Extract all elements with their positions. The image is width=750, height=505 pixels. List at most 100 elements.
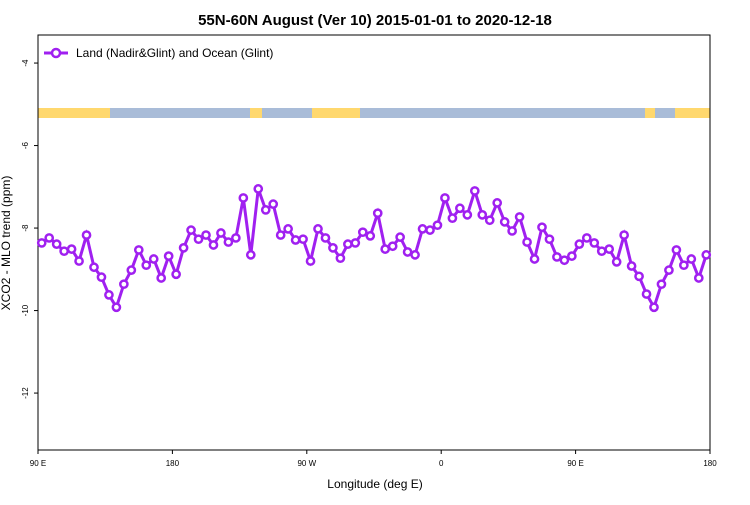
point <box>432 220 443 231</box>
point <box>186 225 196 235</box>
point <box>313 224 323 234</box>
y-tick-label: -8 <box>21 224 30 232</box>
point <box>701 250 712 260</box>
point <box>417 224 428 234</box>
point <box>537 222 547 233</box>
point <box>574 239 585 250</box>
point <box>223 237 234 247</box>
point <box>372 208 383 219</box>
point <box>559 255 570 266</box>
point <box>522 237 532 247</box>
point <box>462 210 473 220</box>
point <box>425 225 435 235</box>
point <box>596 246 607 257</box>
point <box>178 243 189 253</box>
point <box>193 234 204 245</box>
point <box>619 230 629 240</box>
chart-title: 55N-60N August (Ver 10) 2015-01-01 to 20… <box>198 12 552 29</box>
point <box>350 238 361 248</box>
point <box>664 265 674 275</box>
legend-marker <box>50 47 62 59</box>
point <box>283 224 293 234</box>
point <box>410 250 420 260</box>
point <box>216 228 226 238</box>
point <box>402 247 413 257</box>
point <box>447 213 458 224</box>
point <box>89 262 99 273</box>
point <box>544 234 555 245</box>
point <box>387 241 398 252</box>
point <box>514 212 525 222</box>
point <box>634 271 644 282</box>
point <box>477 210 488 220</box>
point <box>44 233 55 243</box>
point <box>626 261 637 271</box>
x-tick-label: 180 <box>703 459 717 468</box>
x-tick-label: 90 E <box>30 459 46 468</box>
y-axis-label: XCO2 - MLO trend (ppm) <box>0 176 13 311</box>
legend-label: Land (Nadir&Glint) and Ocean (Glint) <box>76 46 273 60</box>
point <box>74 256 84 266</box>
point <box>656 279 667 290</box>
point <box>455 203 465 214</box>
point <box>59 246 69 257</box>
point <box>51 239 62 250</box>
point <box>104 290 114 300</box>
point <box>492 198 503 208</box>
point <box>253 184 264 194</box>
x-tick-label: 90 W <box>297 459 316 468</box>
point <box>156 273 167 283</box>
point <box>395 232 405 242</box>
point <box>148 254 159 264</box>
plot-frame <box>37 34 711 451</box>
point <box>81 230 92 240</box>
point <box>298 234 308 245</box>
point <box>380 244 391 254</box>
point <box>305 256 316 266</box>
point <box>365 231 376 241</box>
point <box>231 233 241 243</box>
point <box>119 279 129 290</box>
point <box>111 302 122 313</box>
point <box>686 254 697 264</box>
point <box>671 245 682 255</box>
y-tick-label: -12 <box>21 387 30 399</box>
point <box>238 193 249 203</box>
point <box>163 251 174 261</box>
point <box>507 226 517 236</box>
x-tick-label: 0 <box>439 459 444 468</box>
y-tick-label: -6 <box>21 141 30 149</box>
y-tick-label: -10 <box>21 304 30 316</box>
point <box>133 245 144 255</box>
point <box>581 233 592 243</box>
y-tick-label: -4 <box>21 59 30 67</box>
x-axis-label: Longitude (deg E) <box>327 477 422 491</box>
point <box>357 227 368 238</box>
point <box>141 260 152 271</box>
x-tick-label: 180 <box>166 459 180 468</box>
point <box>66 244 77 254</box>
point <box>499 217 510 227</box>
point <box>275 230 286 240</box>
point <box>96 272 107 283</box>
point <box>201 230 211 240</box>
point <box>611 257 622 267</box>
point <box>484 215 495 226</box>
point <box>440 193 450 203</box>
point <box>649 302 659 313</box>
x-tick-label: 90 E <box>567 459 583 468</box>
point <box>268 199 279 209</box>
point <box>469 186 480 196</box>
point <box>567 251 577 261</box>
point <box>208 240 219 250</box>
point <box>171 269 181 280</box>
point <box>328 243 338 253</box>
point <box>335 253 346 264</box>
point <box>641 289 652 299</box>
point <box>36 238 47 248</box>
point <box>245 250 256 260</box>
point <box>290 235 301 245</box>
point <box>552 252 562 262</box>
point <box>589 238 600 248</box>
